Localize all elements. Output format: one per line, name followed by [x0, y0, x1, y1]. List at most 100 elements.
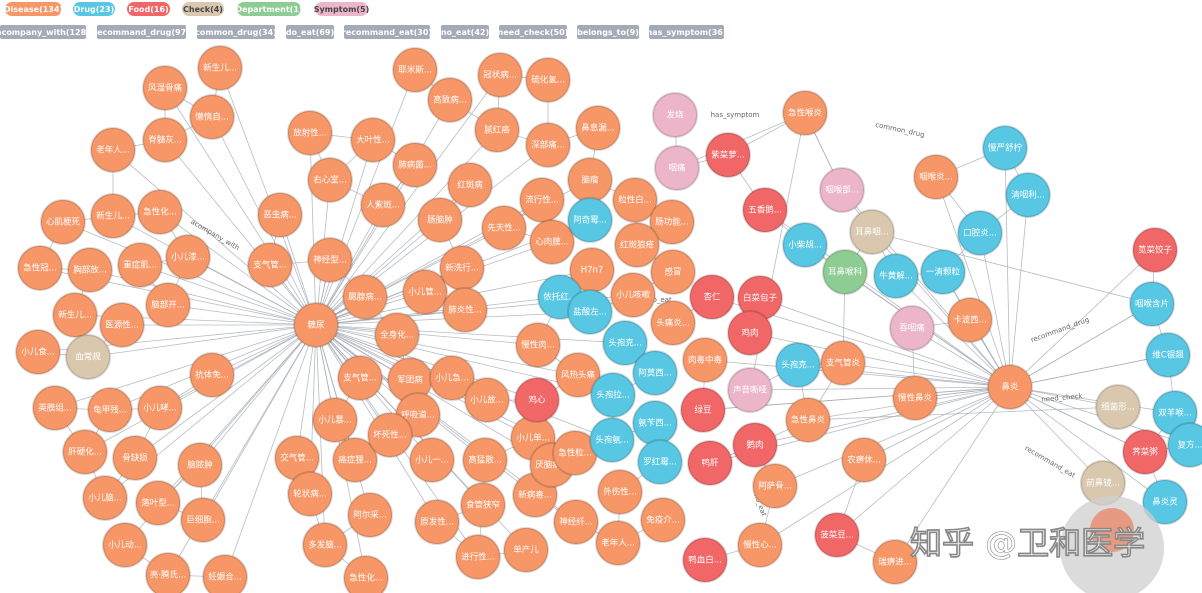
node[interactable]: [652, 92, 698, 138]
node[interactable]: [727, 310, 773, 356]
node[interactable]: [650, 249, 696, 295]
node[interactable]: [1167, 422, 1202, 468]
node[interactable]: [820, 340, 866, 386]
node[interactable]: [553, 499, 599, 545]
node[interactable]: [312, 397, 358, 443]
node[interactable]: [374, 312, 420, 358]
relationship-pill[interactable]: [286, 25, 334, 39]
node[interactable]: [737, 522, 783, 568]
node[interactable]: [529, 219, 575, 265]
node[interactable]: [350, 117, 396, 163]
node[interactable]: [112, 435, 158, 481]
node[interactable]: [920, 249, 966, 295]
node[interactable]: [137, 189, 183, 235]
node[interactable]: [982, 125, 1028, 171]
node[interactable]: [142, 117, 188, 163]
node[interactable]: [17, 245, 63, 291]
node[interactable]: [515, 322, 561, 368]
relationship-pill[interactable]: [0, 25, 86, 39]
node[interactable]: [117, 242, 163, 288]
node[interactable]: [40, 199, 86, 245]
node[interactable]: [414, 499, 460, 545]
relationship-pill[interactable]: [97, 25, 186, 39]
node[interactable]: [519, 177, 565, 223]
node-label-pill[interactable]: [5, 2, 62, 16]
node[interactable]: [785, 397, 831, 443]
node[interactable]: [137, 385, 183, 431]
node[interactable]: [752, 463, 798, 509]
node-label-pill[interactable]: [127, 2, 170, 16]
node[interactable]: [1095, 384, 1141, 430]
node[interactable]: [202, 554, 248, 593]
node[interactable]: [610, 272, 656, 318]
node[interactable]: [392, 47, 438, 93]
node[interactable]: [90, 193, 136, 239]
node[interactable]: [732, 422, 778, 468]
node[interactable]: [342, 274, 388, 320]
node[interactable]: [302, 522, 348, 568]
node[interactable]: [632, 350, 678, 396]
node[interactable]: [514, 377, 560, 423]
node[interactable]: [62, 429, 108, 475]
node[interactable]: [682, 337, 728, 383]
node[interactable]: [409, 437, 455, 483]
node-label-pill[interactable]: [237, 2, 301, 16]
node[interactable]: [640, 497, 686, 543]
node[interactable]: [180, 497, 226, 543]
node[interactable]: [455, 534, 501, 580]
node[interactable]: [849, 209, 895, 255]
node[interactable]: [165, 234, 211, 280]
node[interactable]: [429, 355, 475, 401]
node[interactable]: [417, 197, 463, 243]
node[interactable]: [689, 274, 735, 320]
node[interactable]: [819, 167, 865, 213]
node[interactable]: [841, 437, 887, 483]
node[interactable]: [705, 132, 751, 178]
relationship-pill[interactable]: [344, 25, 430, 39]
node[interactable]: [52, 292, 98, 338]
node[interactable]: [1122, 429, 1168, 475]
node[interactable]: [567, 289, 613, 335]
node[interactable]: [99, 302, 145, 348]
node[interactable]: [525, 57, 571, 103]
node[interactable]: [189, 94, 235, 140]
node[interactable]: [913, 154, 959, 200]
node[interactable]: [595, 520, 641, 566]
node[interactable]: [177, 442, 223, 488]
node[interactable]: [637, 439, 683, 485]
node[interactable]: [145, 282, 191, 328]
relationship-pill[interactable]: [649, 25, 724, 39]
node[interactable]: [1132, 227, 1178, 273]
node[interactable]: [337, 355, 383, 401]
relationship-pill[interactable]: [577, 25, 639, 39]
node[interactable]: [775, 342, 821, 388]
relationship-pill[interactable]: [499, 25, 567, 39]
node[interactable]: [307, 237, 353, 283]
relationship-pill[interactable]: [441, 25, 489, 39]
node[interactable]: [32, 385, 78, 431]
node[interactable]: [145, 552, 191, 593]
node[interactable]: [1145, 332, 1191, 378]
node[interactable]: [67, 247, 113, 293]
node[interactable]: [567, 197, 613, 243]
node[interactable]: [293, 302, 339, 348]
node[interactable]: [555, 352, 601, 398]
node[interactable]: [892, 375, 938, 421]
node[interactable]: [15, 329, 61, 375]
node[interactable]: [460, 482, 506, 528]
node[interactable]: [957, 210, 1003, 256]
node[interactable]: [872, 539, 918, 585]
relationship-pill[interactable]: [197, 25, 275, 39]
node[interactable]: [360, 182, 406, 228]
node[interactable]: [197, 45, 243, 91]
node[interactable]: [1005, 172, 1051, 218]
node[interactable]: [649, 199, 695, 245]
node[interactable]: [442, 287, 488, 333]
node-label-pill[interactable]: [73, 2, 115, 16]
node[interactable]: [343, 555, 389, 593]
node[interactable]: [142, 65, 188, 111]
node[interactable]: [782, 222, 828, 268]
node[interactable]: [477, 52, 523, 98]
node[interactable]: [814, 512, 860, 558]
node[interactable]: [727, 367, 773, 413]
